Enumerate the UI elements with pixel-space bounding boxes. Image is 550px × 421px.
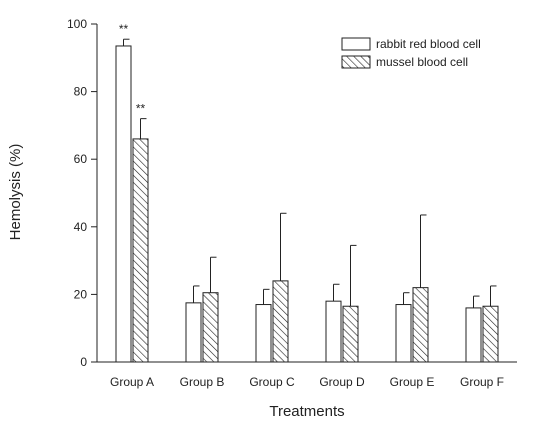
- y-tick-label: 0: [80, 355, 87, 369]
- bar: [465, 307, 482, 363]
- bar: [272, 280, 289, 363]
- legend-swatch-rabbit: [341, 37, 371, 51]
- axes: 0 20 40 60 80 100 Group A Group B Group C Group D…: [67, 17, 517, 389]
- legend-label-rabbit: rabbit red blood cell: [376, 37, 481, 51]
- bar: [202, 292, 219, 363]
- legend: rabbit red blood cell mussel blood cell: [341, 37, 481, 69]
- y-axis-label: Hemolysis (%): [7, 144, 24, 241]
- y-tick-label: 100: [67, 17, 87, 31]
- bars: ** **: [115, 22, 499, 363]
- y-tick-label: 20: [74, 287, 88, 301]
- legend-label-mussel: mussel blood cell: [376, 55, 468, 69]
- x-tick-label: Group D: [319, 375, 365, 389]
- bar: [342, 305, 359, 363]
- y-tick-label: 80: [74, 85, 88, 99]
- bar: [412, 287, 429, 363]
- significance-label: **: [119, 22, 129, 36]
- bar: [115, 45, 132, 363]
- significance-label: **: [136, 102, 146, 116]
- bar: [255, 304, 272, 363]
- x-tick-label: Group A: [110, 375, 154, 389]
- x-tick-label: Group E: [390, 375, 435, 389]
- y-tick-label: 60: [74, 152, 88, 166]
- x-tick-label: Group F: [460, 375, 504, 389]
- bar: [395, 304, 412, 363]
- bar: [482, 305, 499, 363]
- legend-swatch-mussel: [341, 55, 371, 69]
- x-tick-label: Group C: [249, 375, 295, 389]
- x-tick-label: Group B: [180, 375, 225, 389]
- bar: [325, 300, 342, 363]
- x-axis-label: Treatments: [269, 403, 344, 420]
- bar: [132, 138, 149, 363]
- y-tick-label: 40: [74, 220, 88, 234]
- bar: [185, 302, 202, 363]
